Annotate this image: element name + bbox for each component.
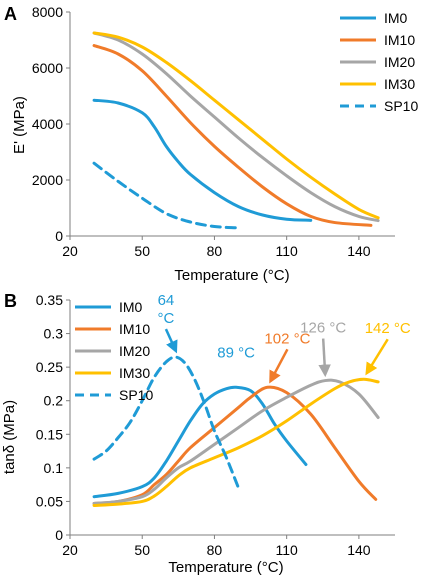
y-tick-label: 4000	[32, 116, 63, 132]
peak-annotation-label: 126 °C	[300, 320, 346, 337]
panel-label-a: A	[4, 4, 17, 24]
series-line-sp10	[92, 355, 241, 490]
x-tick-label: 140	[347, 243, 371, 259]
legend-label-im30: IM30	[384, 76, 415, 92]
y-tick-label: 0.1	[44, 460, 64, 476]
peak-annotation-label: 89 °C	[217, 344, 255, 361]
x-tick-label: 110	[276, 542, 299, 558]
series-line-im10	[92, 44, 373, 227]
y-tick-label: 0.2	[44, 393, 64, 409]
series-line-im30	[92, 377, 380, 507]
y-tick-label: 0.35	[36, 292, 63, 308]
y-tick-label: 0.05	[36, 493, 63, 509]
panel-label-b: B	[4, 291, 17, 311]
x-tick-label: 50	[134, 243, 150, 259]
plot-area-b: 0 0.05 0.1 0.15 0.2 0.25 0.3 0.35 20 50 80 110 140	[36, 292, 395, 558]
plot-area-a: 0 2000 4000 6000 8000 20 50 80 110 140	[32, 4, 395, 259]
series-line-im30	[92, 31, 380, 220]
x-tick-label: 110	[276, 243, 299, 259]
series-line-im20	[92, 378, 380, 505]
legend-a: IM0 IM10 IM20 IM30 SP10	[340, 10, 418, 114]
x-tick-label: 80	[207, 542, 223, 558]
legend-label-sp10: SP10	[119, 387, 153, 403]
peak-annotation-label: 64 °C	[158, 292, 175, 327]
x-tick-label: 20	[62, 542, 78, 558]
y-axis-label-b: tanδ (MPa)	[1, 400, 18, 474]
legend-label-im20: IM20	[119, 343, 150, 359]
y-tick-label: 0	[55, 527, 63, 543]
legend-label-im10: IM10	[119, 321, 150, 337]
y-tick-label: 2000	[32, 172, 63, 188]
x-axis-label-a: Temperature (°C)	[174, 267, 289, 284]
legend-label-im30: IM30	[119, 365, 150, 381]
legend-label-sp10: SP10	[384, 98, 418, 114]
peak-annotation-arrow	[269, 348, 289, 384]
y-tick-label: 0	[55, 228, 63, 244]
y-axis-label-a: E' (MPa)	[11, 96, 28, 154]
series-line-im0	[92, 385, 308, 499]
y-tick-label: 0.3	[44, 326, 64, 342]
x-tick-label: 50	[134, 542, 150, 558]
panel-a: A E' (MPa) Temperature (°C) 0 2000 4000 600…	[4, 4, 418, 284]
legend-label-im10: IM10	[384, 32, 415, 48]
peak-annotation-label: 102 °C	[264, 330, 310, 347]
series-line-im20	[92, 31, 380, 223]
y-tick-label: 0.25	[36, 359, 63, 375]
peak-annotation-arrow	[164, 328, 178, 354]
peak-annotation-arrow	[365, 338, 389, 376]
y-tick-label: 6000	[32, 60, 63, 76]
y-tick-label: 8000	[32, 4, 63, 20]
panel-b: B tanδ (MPa) Temperature (°C) 0 0.05 0.1 0.…	[1, 291, 411, 576]
y-tick-label: 0.15	[36, 426, 63, 442]
x-tick-label: 20	[62, 243, 78, 259]
series-line-im10	[92, 385, 378, 505]
peak-annotation-arrow	[318, 338, 331, 378]
peak-annotation-label: 142 °C	[365, 320, 411, 337]
legend-label-im0: IM0	[384, 10, 408, 26]
series-line-sp10	[92, 161, 241, 230]
legend-label-im0: IM0	[119, 299, 143, 315]
x-tick-label: 140	[347, 542, 371, 558]
x-axis-label-b: Temperature (°C)	[168, 559, 283, 576]
legend-b: IM0 IM10 IM20 IM30 SP10	[75, 299, 153, 403]
series-line-im0	[92, 98, 313, 222]
x-tick-label: 80	[207, 243, 223, 259]
legend-label-im20: IM20	[384, 54, 415, 70]
